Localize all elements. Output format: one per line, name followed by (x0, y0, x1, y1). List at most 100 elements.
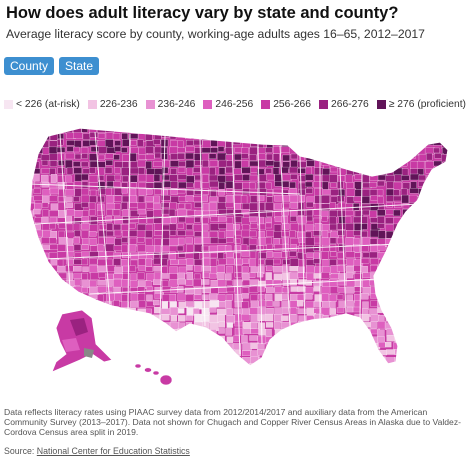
county-cell[interactable] (65, 294, 75, 304)
county-cell[interactable] (314, 167, 324, 175)
county-cell[interactable] (377, 280, 387, 290)
county-cell[interactable] (240, 195, 248, 204)
county-cell[interactable] (201, 224, 209, 231)
county-cell[interactable] (451, 203, 457, 208)
county-cell[interactable] (329, 308, 336, 315)
county-cell[interactable] (153, 336, 162, 344)
county-cell[interactable] (418, 364, 427, 372)
county-cell[interactable] (249, 202, 258, 212)
county-cell[interactable] (217, 279, 226, 287)
county-cell[interactable] (130, 322, 138, 328)
county-cell[interactable] (290, 202, 298, 209)
county-cell[interactable] (114, 195, 122, 202)
county-cell[interactable] (409, 342, 416, 351)
county-cell[interactable] (169, 238, 179, 246)
county-cell[interactable] (25, 224, 33, 231)
county-cell[interactable] (354, 286, 362, 293)
county-cell[interactable] (377, 273, 387, 281)
county-cell[interactable] (242, 272, 250, 282)
county-cell[interactable] (170, 196, 181, 204)
county-cell[interactable] (265, 126, 272, 131)
county-cell[interactable] (417, 259, 424, 266)
county-cell[interactable] (201, 349, 209, 359)
county-cell[interactable] (74, 140, 82, 148)
county-cell[interactable] (225, 209, 234, 216)
county-cell[interactable] (25, 125, 33, 133)
county-cell[interactable] (265, 279, 273, 288)
county-cell[interactable] (313, 230, 322, 236)
county-cell[interactable] (360, 257, 370, 264)
county-cell[interactable] (161, 364, 169, 369)
county-cell[interactable] (210, 252, 218, 259)
county-cell[interactable] (426, 328, 434, 336)
county-cell[interactable] (218, 287, 228, 293)
county-cell[interactable] (298, 335, 306, 343)
county-cell[interactable] (442, 321, 449, 328)
county-cell[interactable] (137, 127, 146, 132)
county-cell[interactable] (154, 132, 162, 141)
county-cell[interactable] (184, 356, 195, 363)
county-cell[interactable] (194, 216, 201, 223)
county-cell[interactable] (265, 259, 274, 267)
county-cell[interactable] (225, 273, 232, 280)
county-cell[interactable] (425, 356, 432, 364)
county-cell[interactable] (338, 364, 348, 372)
county-cell[interactable] (97, 203, 105, 212)
county-cell[interactable] (129, 153, 137, 162)
county-cell[interactable] (273, 301, 280, 307)
county-cell[interactable] (394, 307, 405, 313)
county-cell[interactable] (242, 266, 249, 273)
county-cell[interactable] (410, 315, 421, 323)
county-cell[interactable] (178, 308, 185, 314)
county-cell[interactable] (264, 313, 274, 322)
county-cell[interactable] (417, 342, 425, 349)
county-cell[interactable] (370, 321, 377, 329)
county-cell[interactable] (249, 244, 257, 253)
county-cell[interactable] (274, 174, 282, 183)
county-cell[interactable] (184, 203, 192, 210)
county-cell[interactable] (417, 126, 425, 133)
county-cell[interactable] (113, 321, 123, 328)
county-cell[interactable] (321, 237, 331, 246)
county-cell[interactable] (144, 322, 152, 331)
county-cell[interactable] (345, 174, 353, 184)
county-cell[interactable] (49, 160, 58, 167)
county-cell[interactable] (451, 216, 458, 223)
county-cell[interactable] (58, 230, 65, 239)
county-cell[interactable] (145, 224, 154, 231)
county-cell[interactable] (306, 215, 313, 222)
county-cell[interactable] (314, 343, 322, 350)
county-cell[interactable] (409, 140, 418, 149)
county-cell[interactable] (337, 126, 347, 134)
county-cell[interactable] (402, 258, 412, 266)
county-cell[interactable] (66, 140, 75, 146)
county-cell[interactable] (162, 273, 170, 279)
county-cell[interactable] (409, 230, 420, 236)
county-cell[interactable] (313, 301, 322, 308)
county-cell[interactable] (353, 230, 361, 236)
county-cell[interactable] (433, 132, 443, 142)
county-cell[interactable] (177, 279, 186, 285)
county-cell[interactable] (121, 237, 128, 243)
county-cell[interactable] (330, 182, 337, 188)
county-cell[interactable] (385, 301, 393, 308)
county-cell[interactable] (153, 195, 160, 204)
county-cell[interactable] (451, 169, 460, 174)
county-cell[interactable] (313, 308, 321, 314)
county-cell[interactable] (26, 145, 32, 155)
county-cell[interactable] (34, 273, 42, 279)
county-cell[interactable] (377, 223, 385, 229)
county-cell[interactable] (114, 167, 121, 174)
county-cell[interactable] (114, 357, 121, 365)
county-cell[interactable] (145, 174, 155, 183)
county-cell[interactable] (121, 259, 128, 267)
county-cell[interactable] (434, 265, 443, 271)
county-cell[interactable] (369, 126, 377, 134)
county-cell[interactable] (225, 147, 234, 155)
county-cell[interactable] (65, 265, 74, 272)
county-cell[interactable] (265, 217, 272, 223)
county-cell[interactable] (105, 362, 113, 368)
county-cell[interactable] (145, 329, 153, 336)
county-cell[interactable] (433, 147, 440, 154)
county-cell[interactable] (241, 301, 249, 309)
